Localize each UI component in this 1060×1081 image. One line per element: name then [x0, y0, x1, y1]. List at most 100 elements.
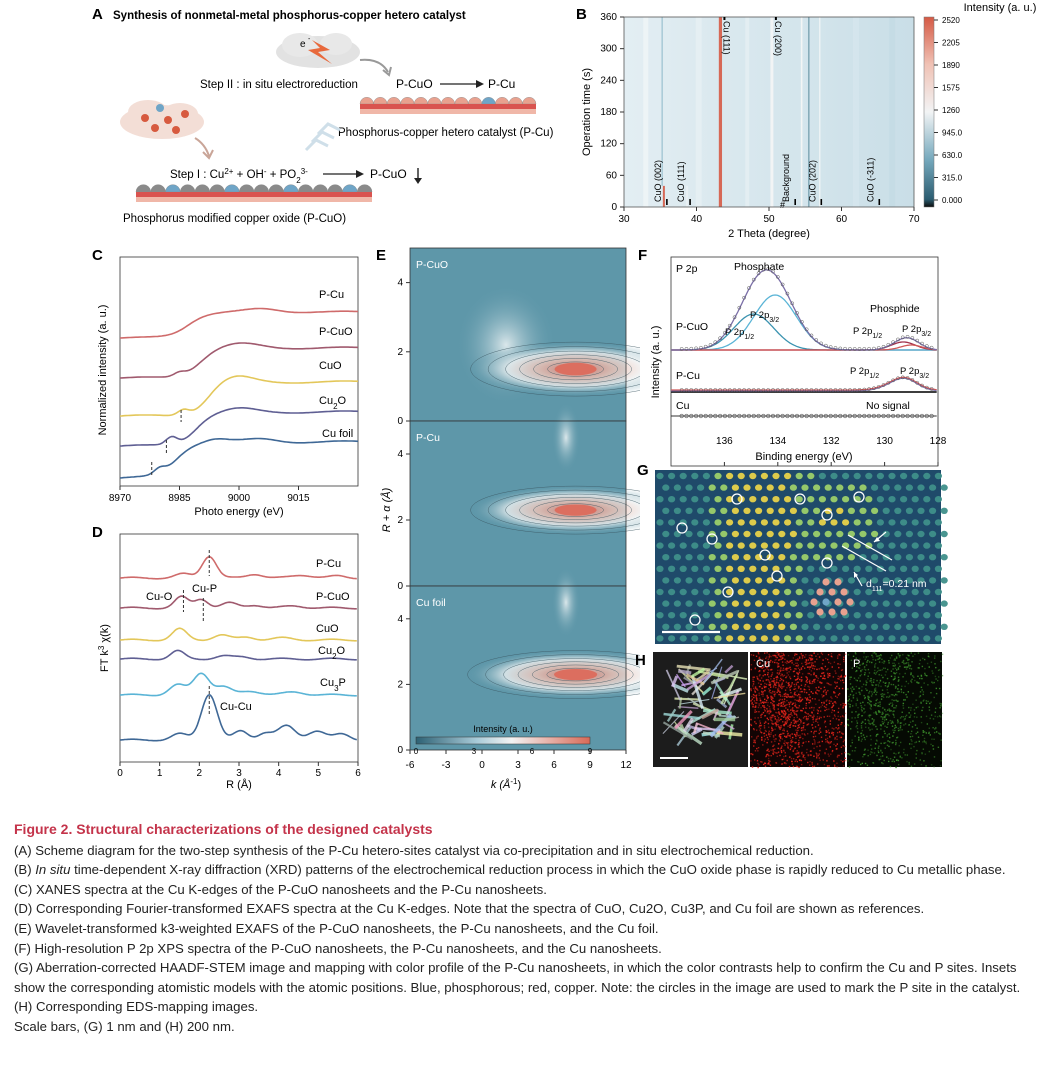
eds-pixel — [794, 699, 796, 701]
eds-pixel — [856, 666, 858, 668]
atom-column — [900, 612, 908, 619]
eds-pixel — [779, 713, 781, 716]
atom-column — [726, 496, 734, 503]
eds-pixel — [847, 724, 850, 727]
eds-pixel — [766, 656, 768, 658]
eds-pixel — [788, 671, 790, 673]
eds-pixel — [881, 755, 884, 757]
eds-pixel — [768, 750, 770, 753]
eds-pixel — [807, 755, 810, 757]
eds-pixel — [776, 675, 778, 678]
eds-pixel — [766, 753, 768, 756]
f-data-point — [785, 388, 790, 392]
eds-pixel — [923, 737, 926, 740]
eds-pixel — [776, 652, 779, 654]
eds-pixel — [783, 728, 785, 730]
eds-pixel — [826, 715, 829, 718]
eds-pixel — [758, 711, 760, 713]
eds-pixel — [851, 711, 853, 713]
eds-pixel — [843, 660, 845, 663]
nanosheet-strand — [713, 692, 746, 699]
f-data-point — [843, 346, 847, 351]
atom-column — [673, 600, 681, 607]
eds-pixel — [797, 677, 799, 679]
atom-column — [940, 530, 948, 538]
eds-pixel — [807, 659, 810, 661]
eds-pixel — [833, 709, 836, 712]
f-data-point — [823, 413, 828, 419]
eds-pixel — [758, 692, 760, 694]
atom-column — [923, 565, 931, 572]
eds-pixel — [777, 666, 779, 668]
eds-pixel — [812, 667, 814, 670]
caption-title: Figure 2. Structural characterizations o… — [14, 821, 433, 837]
eds-pixel — [793, 725, 795, 727]
atom-column — [859, 623, 867, 630]
eds-pixel — [852, 697, 855, 699]
eds-pixel — [800, 680, 803, 682]
eds-pixel — [855, 663, 858, 665]
eds-pixel — [850, 700, 853, 702]
eds-pixel — [789, 724, 791, 727]
eds-pixel — [798, 742, 800, 744]
eds-pixel — [825, 691, 828, 693]
eds-pixel — [813, 681, 816, 684]
eds-pixel — [800, 676, 803, 679]
eds-pixel — [811, 682, 814, 684]
eds-pixel — [826, 731, 828, 733]
eds-pixel — [769, 661, 771, 663]
eds-pixel — [826, 765, 829, 767]
eds-pixel — [906, 754, 909, 756]
atom-column — [929, 530, 937, 538]
eds-pixel — [794, 734, 797, 736]
eds-pixel — [794, 653, 796, 655]
eds-pixel — [764, 710, 766, 712]
xrd-stripe — [770, 17, 774, 207]
eds-pixel — [920, 763, 923, 766]
eds-pixel — [816, 693, 819, 695]
eds-pixel — [832, 705, 834, 707]
eds-pixel — [817, 754, 820, 757]
eds-pixel — [766, 708, 768, 710]
eds-pixel — [855, 653, 857, 655]
panel-f: F 136 134 132 130 128 Intensity (a. u.) P 2p… — [638, 247, 947, 467]
eds-pixel — [860, 732, 862, 735]
eds-pixel — [877, 702, 879, 704]
eds-pixel — [880, 728, 882, 730]
eds-pixel — [938, 669, 941, 671]
eds-pixel — [781, 762, 783, 765]
eds-pixel — [840, 759, 842, 762]
eds-pixel — [847, 688, 849, 690]
eds-pixel — [821, 701, 823, 704]
f-label-4: P 2p3/2 — [902, 324, 931, 338]
eds-pixel — [767, 738, 769, 741]
eds-pixel — [827, 731, 829, 733]
atom-column — [830, 542, 838, 549]
eds-pixel — [779, 691, 781, 693]
eds-pixel — [791, 683, 793, 686]
eds-pixel — [934, 707, 937, 710]
eds-pixel — [780, 750, 783, 752]
eds-pixel — [765, 657, 767, 660]
eds-pixel — [805, 680, 808, 682]
eds-pixel — [781, 673, 783, 676]
atom-column — [708, 554, 716, 561]
f-data-point — [751, 413, 756, 419]
eds-pixel — [897, 719, 899, 721]
eds-pixel — [830, 684, 832, 686]
eds-pixel — [784, 714, 786, 716]
eds-pixel — [777, 688, 779, 690]
eds-pixel — [925, 765, 927, 767]
eds-pixel — [908, 724, 910, 726]
eds-pixel — [914, 712, 916, 715]
atom-column — [871, 530, 879, 538]
eds-pixel — [786, 669, 788, 672]
eds-pixel — [751, 702, 753, 704]
eds-pixel — [754, 750, 757, 752]
eds-pixel — [891, 721, 894, 723]
f-data-point — [689, 346, 694, 351]
eds-pixel — [856, 722, 859, 724]
eds-pixel — [811, 711, 813, 713]
eds-pixel — [877, 684, 879, 686]
eds-pixel — [886, 686, 889, 688]
